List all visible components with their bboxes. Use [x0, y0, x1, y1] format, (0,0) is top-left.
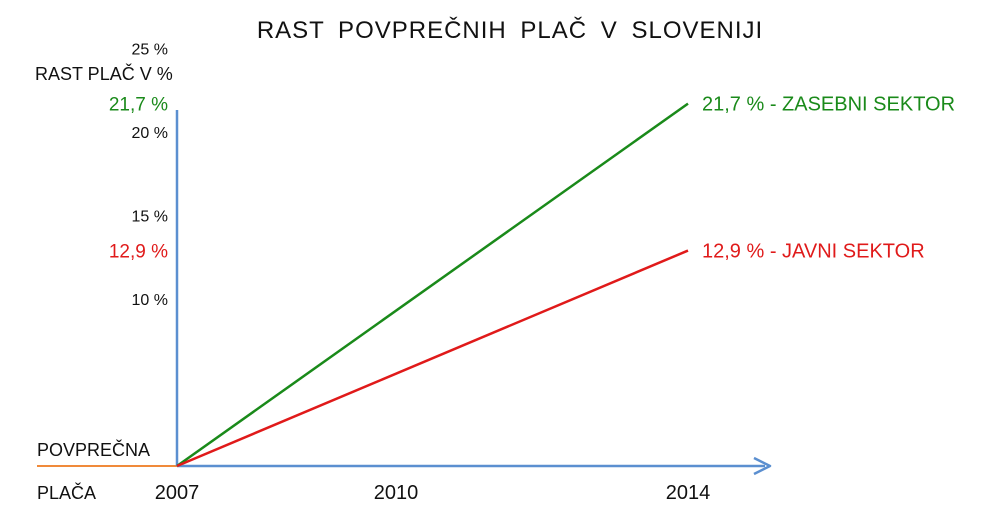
baseline-label-bottom: PLAČA [37, 482, 96, 503]
y-ticks: 10 % 15 % 20 % 25 % 21,7 % 12,9 % [109, 42, 168, 310]
series-group: 21,7 % - ZASEBNI SEKTOR 12,9 % - JAVNI SE… [176, 94, 955, 468]
y-axis-label: RAST PLAČ V % [35, 63, 173, 84]
x-axis-arrow-icon [753, 456, 772, 476]
baseline-label-top: POVPREČNA [37, 439, 150, 460]
y-tick-label: 15 % [132, 209, 168, 226]
axes [175, 110, 772, 476]
chart-title: RAST POVPREČNIH PLAČ V SLOVENIJI [257, 16, 763, 44]
series-end-label: 21,7 % - ZASEBNI SEKTOR [702, 94, 955, 116]
x-ticks: 2007 2010 2014 [155, 482, 711, 504]
highlight-tick-label: 21,7 % [109, 95, 168, 116]
x-tick-label: 2007 [155, 482, 200, 504]
series-end-label: 12,9 % - JAVNI SEKTOR [702, 241, 925, 263]
series-line [176, 102, 689, 468]
y-tick-label: 25 % [132, 42, 168, 59]
highlight-tick-label: 12,9 % [109, 242, 168, 263]
x-tick-label: 2014 [666, 482, 711, 504]
y-tick-label: 10 % [132, 292, 168, 309]
y-tick-label: 20 % [132, 125, 168, 142]
series-line [176, 249, 689, 468]
x-tick-label: 2010 [374, 482, 419, 504]
